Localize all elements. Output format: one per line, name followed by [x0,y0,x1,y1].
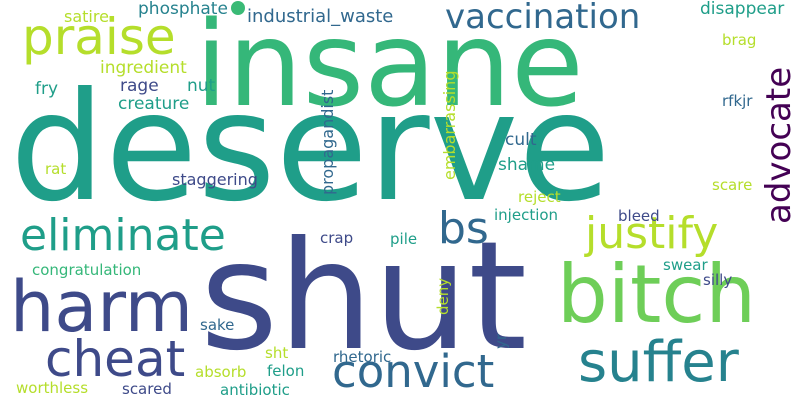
cloud-word: silly [703,271,733,289]
cloud-word: injection [494,206,559,224]
cloud-word: felon [267,362,305,380]
cloud-word: satire [64,7,109,26]
cloud-word: eliminate [20,210,226,261]
cloud-word: industrial_waste [247,6,394,27]
cloud-word: crap [320,229,354,247]
cloud-word: bs [438,203,489,254]
cloud-word: staggering [172,170,258,189]
cloud-word: congratulation [32,261,142,279]
cloud-word: antibiotic [220,381,290,399]
cloud-word: deny [434,277,452,315]
cloud-word: rfkjr [722,92,753,110]
dot-mark [231,1,245,15]
cloud-word: rhetoric [333,348,392,366]
cloud-word: convict [332,345,495,398]
cloud-word: scare [712,176,753,194]
cloud-word: swear [663,256,708,274]
cloud-word: phosphate [138,0,228,19]
cloud-word: rat [45,160,67,178]
cloud-word: bleed [618,207,660,225]
cloud-word: nut [187,76,216,96]
cloud-word: insane [195,0,584,133]
cloud-word: sht [265,344,289,362]
cloud-word: shut [200,210,528,384]
cloud-word: sake [200,316,235,334]
cloud-word: propagandist [318,89,337,195]
cloud-word: harm [10,266,193,348]
cloud-word: disappear [700,0,785,19]
cloud-word: rage [120,76,159,96]
cloud-word: creature [118,94,190,114]
cloud-word: cheat [45,330,186,388]
cloud-word: vaccination [445,0,641,37]
cloud-word: advocate [759,66,799,224]
cloud-word: deserve [10,61,611,235]
cloud-word: fry [35,79,59,99]
cloud-word: pile [390,230,418,248]
cloud-word: suffer [578,330,739,395]
cloud-word: praise [22,8,176,66]
cloud-word: cult [505,130,537,150]
cloud-word: brag [722,31,757,49]
cloud-word: ingredient [100,58,187,78]
cloud-word: justify [585,208,719,259]
cloud-word: bitch [557,248,757,341]
cloud-word: scared [122,380,172,398]
cloud-word: embarrassing [440,70,459,180]
cloud-word: shame [498,155,556,175]
cloud-word: yr [492,333,510,349]
cloud-word: reject [518,188,561,206]
cloud-word: worthless [16,379,89,397]
cloud-word: absorb [195,363,247,381]
